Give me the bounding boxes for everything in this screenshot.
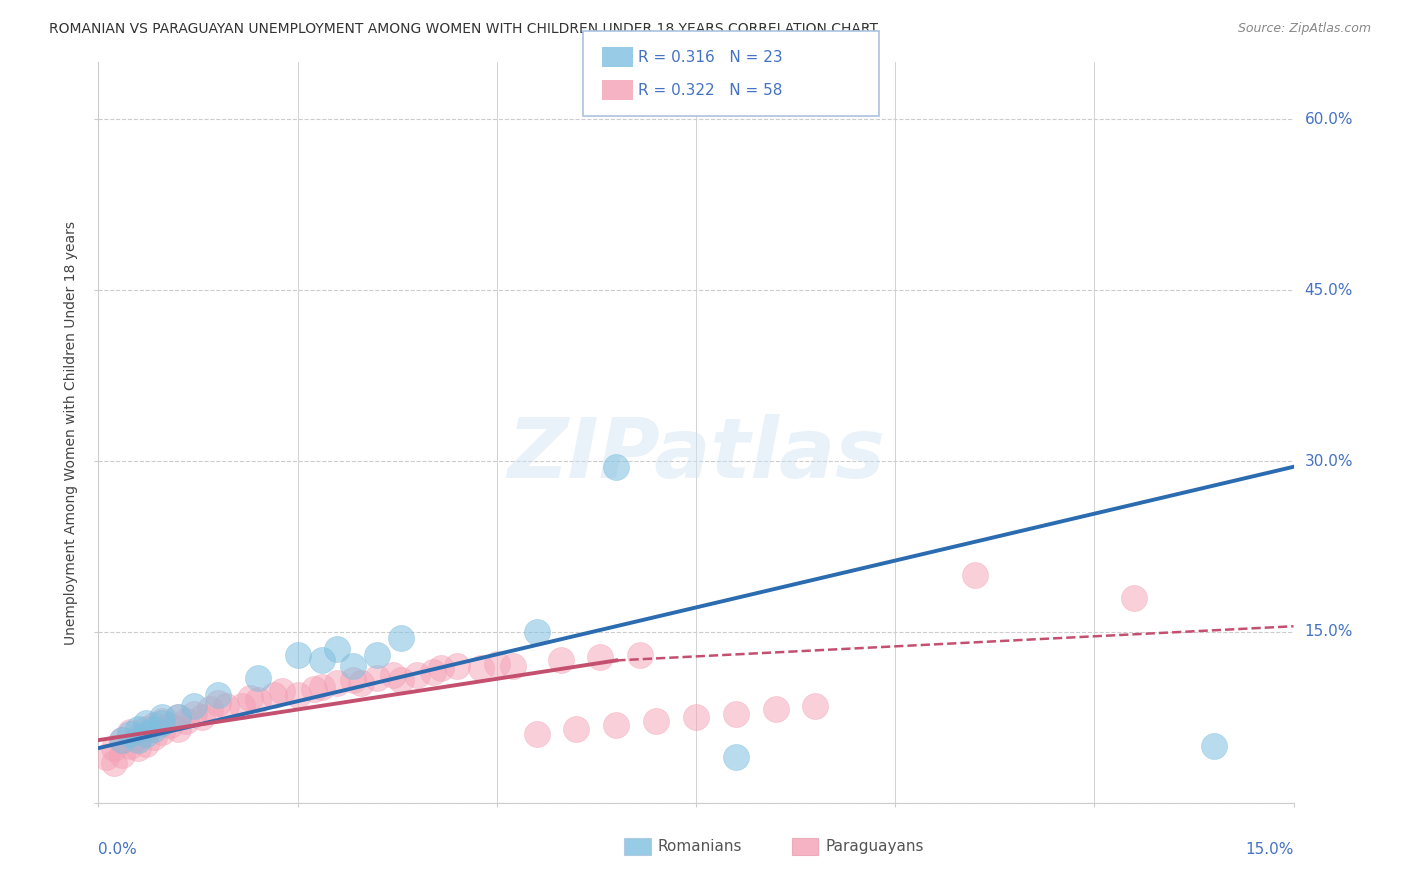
Point: [406, 668, 429, 682]
Point: [430, 661, 453, 675]
Point: [127, 741, 149, 756]
Point: [311, 653, 333, 667]
Point: [685, 710, 707, 724]
Point: [963, 568, 986, 582]
Point: [550, 653, 572, 667]
Point: [804, 698, 827, 713]
Point: [605, 718, 627, 732]
Y-axis label: Unemployment Among Women with Children Under 18 years: Unemployment Among Women with Children U…: [65, 220, 79, 645]
Point: [389, 673, 412, 687]
Point: [366, 648, 388, 662]
Point: [159, 718, 181, 732]
FancyBboxPatch shape: [792, 838, 818, 855]
Point: [135, 716, 157, 731]
Point: [366, 671, 388, 685]
Point: [326, 642, 349, 657]
Point: [724, 706, 747, 721]
Point: [239, 691, 262, 706]
Point: [150, 710, 173, 724]
Point: [167, 710, 190, 724]
Point: [111, 733, 134, 747]
Point: [326, 676, 349, 690]
Point: [765, 702, 787, 716]
Point: [127, 733, 149, 747]
Point: [342, 673, 364, 687]
Point: [135, 737, 157, 751]
Point: [287, 688, 309, 702]
Point: [311, 680, 333, 694]
Text: Romanians: Romanians: [658, 839, 742, 854]
Point: [382, 668, 405, 682]
Point: [270, 684, 292, 698]
Point: [342, 659, 364, 673]
Point: [246, 693, 269, 707]
Point: [103, 741, 125, 756]
Point: [120, 725, 142, 739]
Point: [470, 661, 492, 675]
Point: [565, 722, 588, 736]
Point: [526, 624, 548, 639]
Point: [446, 659, 468, 673]
Text: Paraguayans: Paraguayans: [825, 839, 924, 854]
Point: [350, 676, 373, 690]
Point: [215, 698, 238, 713]
Point: [103, 756, 125, 770]
Point: [246, 671, 269, 685]
Point: [143, 722, 166, 736]
Point: [127, 730, 149, 744]
Point: [389, 631, 412, 645]
Point: [263, 688, 285, 702]
Point: [302, 681, 325, 696]
Point: [231, 698, 253, 713]
Text: 45.0%: 45.0%: [1305, 283, 1353, 298]
Point: [502, 659, 524, 673]
Point: [111, 747, 134, 762]
Point: [150, 714, 173, 728]
Point: [1202, 739, 1225, 753]
Point: [628, 648, 651, 662]
FancyBboxPatch shape: [624, 838, 651, 855]
Point: [183, 698, 205, 713]
Point: [150, 725, 173, 739]
Point: [120, 739, 142, 753]
Point: [167, 722, 190, 736]
Text: ROMANIAN VS PARAGUAYAN UNEMPLOYMENT AMONG WOMEN WITH CHILDREN UNDER 18 YEARS COR: ROMANIAN VS PARAGUAYAN UNEMPLOYMENT AMON…: [49, 22, 879, 37]
Point: [287, 648, 309, 662]
Text: Source: ZipAtlas.com: Source: ZipAtlas.com: [1237, 22, 1371, 36]
Point: [422, 665, 444, 679]
Point: [207, 696, 229, 710]
Point: [526, 727, 548, 741]
Text: 0.0%: 0.0%: [98, 842, 138, 856]
Point: [127, 722, 149, 736]
Point: [1123, 591, 1146, 605]
Text: 30.0%: 30.0%: [1305, 454, 1353, 468]
Point: [198, 702, 221, 716]
Text: 15.0%: 15.0%: [1305, 624, 1353, 640]
Point: [143, 730, 166, 744]
Point: [207, 688, 229, 702]
Point: [174, 714, 197, 728]
Point: [143, 718, 166, 732]
Point: [191, 710, 214, 724]
Point: [485, 657, 508, 671]
Point: [724, 750, 747, 764]
Point: [120, 727, 142, 741]
Point: [605, 459, 627, 474]
Point: [150, 716, 173, 731]
Point: [135, 727, 157, 741]
Text: R = 0.322   N = 58: R = 0.322 N = 58: [638, 83, 783, 97]
Point: [589, 650, 612, 665]
Text: 60.0%: 60.0%: [1305, 112, 1353, 127]
Point: [135, 722, 157, 736]
Point: [645, 714, 668, 728]
Point: [111, 733, 134, 747]
Point: [167, 710, 190, 724]
Text: ZIPatlas: ZIPatlas: [508, 414, 884, 495]
Text: 15.0%: 15.0%: [1246, 842, 1294, 856]
Point: [96, 750, 118, 764]
Point: [183, 706, 205, 721]
Text: R = 0.316   N = 23: R = 0.316 N = 23: [638, 50, 783, 64]
